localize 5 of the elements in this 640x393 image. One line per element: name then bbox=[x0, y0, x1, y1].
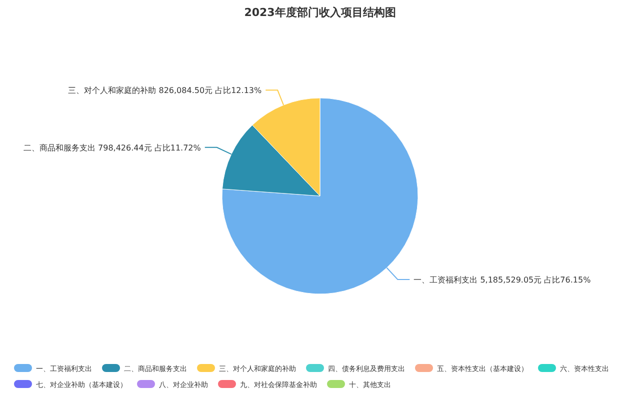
data-label: 一、工资福利支出 5,185,529.05元 占比76.15% bbox=[414, 275, 592, 284]
pie-slice bbox=[222, 98, 418, 294]
chart-title: 2023年度部门收入项目结构图 bbox=[244, 6, 396, 19]
data-label: 三、对个人和家庭的补助 826,084.50元 占比12.13% bbox=[68, 86, 262, 96]
data-label: 二、商品和服务支出 798,426.44元 占比11.72% bbox=[23, 143, 202, 152]
